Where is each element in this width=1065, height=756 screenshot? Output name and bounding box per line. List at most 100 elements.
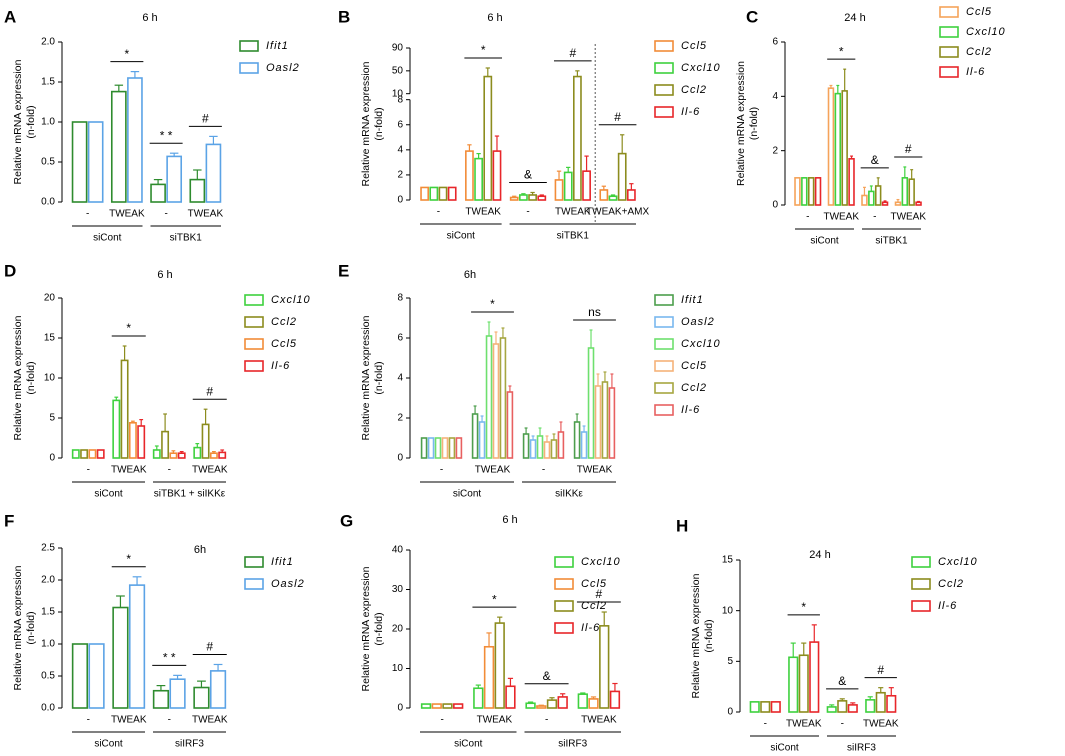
- bar: [448, 437, 456, 459]
- legend-label: Cxcl10: [966, 26, 1006, 38]
- legend-label: Il-6: [681, 106, 700, 118]
- bar: [563, 171, 573, 201]
- bar: [483, 645, 495, 709]
- x-tick-label: TWEAK: [555, 207, 591, 218]
- bar: [427, 437, 435, 459]
- bar: [807, 177, 815, 206]
- bar: [550, 439, 558, 459]
- error-bar: [590, 696, 597, 699]
- legend-label: Oasl2: [271, 578, 305, 590]
- bar: [492, 150, 502, 201]
- error-bar: [203, 408, 208, 425]
- chart-title: 6 h: [142, 12, 157, 24]
- bar: [865, 699, 876, 713]
- x-tick-label: TWEAK: [823, 212, 859, 223]
- error-bar: [122, 345, 127, 361]
- error-bar: [910, 169, 914, 180]
- bar: [150, 183, 166, 203]
- legend-label: Cxcl10: [681, 338, 721, 350]
- error-bar: [195, 443, 200, 448]
- error-bar: [560, 693, 566, 697]
- error-bar: [836, 84, 840, 94]
- bar: [96, 449, 105, 459]
- error-bar: [193, 169, 202, 180]
- x-tick-label: -: [841, 719, 844, 730]
- y-axis-label: Relative mRNA expression: [360, 566, 372, 691]
- error-bar: [584, 155, 589, 172]
- bar: [420, 186, 430, 201]
- bar: [193, 446, 202, 459]
- legend-swatch: [244, 338, 264, 350]
- y-axis-label: Relative mRNA expression: [12, 59, 24, 184]
- error-bar: [116, 595, 125, 608]
- bar: [505, 685, 516, 709]
- x-tick-label: -: [437, 207, 440, 218]
- bar: [71, 643, 89, 709]
- legend-swatch: [911, 578, 931, 590]
- error-bar: [501, 327, 505, 338]
- panel-letter: A: [4, 7, 16, 26]
- error-bar: [114, 84, 124, 92]
- group-label: siTBK1: [170, 233, 203, 244]
- bar: [626, 189, 636, 201]
- y-axis-label: (n-fold): [703, 619, 715, 652]
- legend-label: Ccl5: [581, 578, 607, 590]
- bar: [166, 155, 183, 203]
- significance-label: * *: [163, 651, 176, 665]
- error-bar: [156, 684, 166, 691]
- legend-label: Il-6: [271, 360, 290, 372]
- bar: [837, 700, 848, 713]
- legend-label: Cxcl10: [271, 294, 311, 306]
- significance-label: *: [126, 552, 131, 566]
- x-tick-label: -: [545, 715, 548, 726]
- bar: [193, 686, 210, 709]
- error-bar: [601, 611, 607, 626]
- legend-swatch: [654, 62, 674, 74]
- group-label: siCont: [94, 739, 123, 750]
- bar: [572, 75, 582, 201]
- significance-label: *: [481, 43, 486, 57]
- chart-title: 6h: [194, 544, 206, 556]
- y-tick-label: 6: [397, 119, 403, 130]
- group-label: siCont: [93, 233, 122, 244]
- y-tick-label: 2: [397, 413, 403, 424]
- bar: [528, 194, 537, 201]
- error-bar: [790, 642, 796, 658]
- x-tick-label: -: [168, 465, 171, 476]
- x-tick-label: -: [440, 465, 443, 476]
- legend-swatch: [244, 294, 264, 306]
- error-bar: [508, 385, 512, 392]
- error-bar: [811, 624, 817, 643]
- bar: [546, 699, 558, 709]
- legend-label: Cxcl10: [938, 556, 978, 568]
- bar: [537, 195, 547, 201]
- bar: [599, 625, 610, 709]
- group-label: siCont: [810, 236, 839, 247]
- y-tick-label: 0: [727, 707, 733, 718]
- x-tick-label: TWEAK: [109, 209, 145, 220]
- bar: [478, 421, 486, 459]
- significance-label: #: [596, 587, 603, 601]
- bar: [471, 413, 479, 459]
- y-tick-label: 4: [397, 373, 403, 384]
- error-bar: [467, 144, 472, 152]
- significance-label: #: [206, 384, 213, 398]
- error-bar: [896, 198, 900, 203]
- x-tick-label: TWEAK+AMX: [586, 207, 649, 218]
- y-tick-label: 2.0: [41, 37, 55, 48]
- legend-swatch: [239, 40, 259, 52]
- bar: [441, 437, 449, 459]
- bar: [588, 698, 599, 709]
- error-bar: [566, 166, 571, 173]
- legend-swatch: [654, 106, 674, 118]
- significance-label: #: [206, 640, 213, 654]
- y-tick-label: 0.5: [41, 671, 55, 682]
- legend-label: Ifit1: [271, 556, 294, 568]
- group-label: siCont: [770, 743, 799, 754]
- y-axis-label: Relative mRNA expression: [690, 573, 702, 698]
- bar: [152, 449, 161, 459]
- error-bar: [212, 451, 216, 454]
- bar: [429, 186, 439, 201]
- bar: [420, 437, 428, 459]
- y-axis-label: Relative mRNA expression: [360, 61, 372, 186]
